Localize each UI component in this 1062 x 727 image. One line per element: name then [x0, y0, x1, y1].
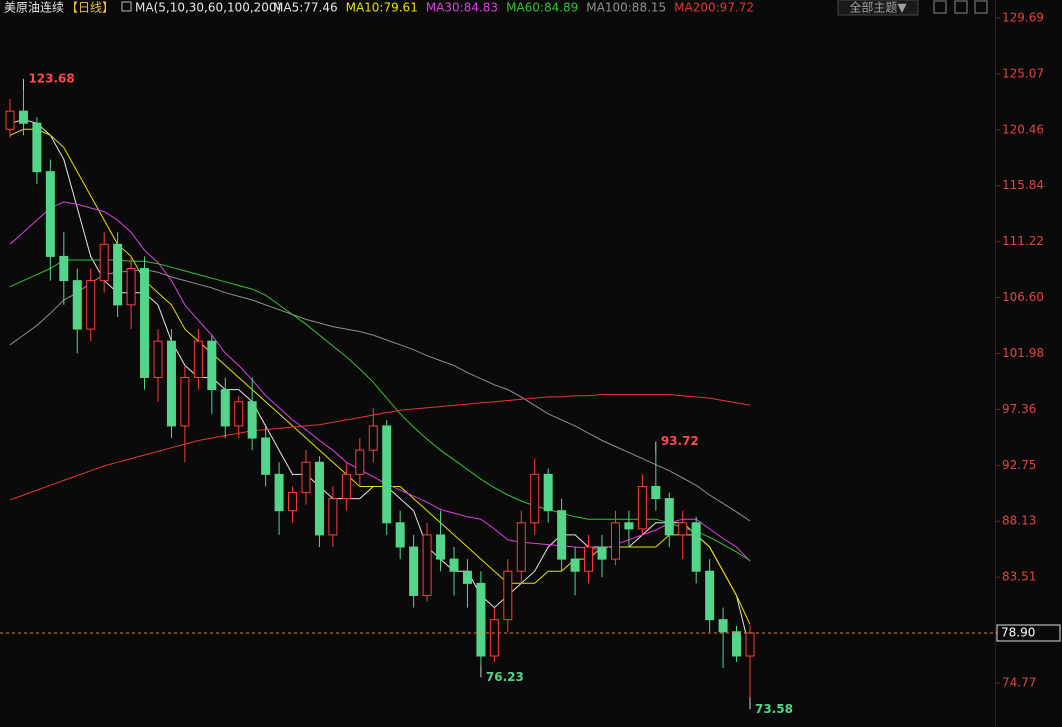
legend-entry: MA60:84.89	[506, 1, 578, 15]
candle-body	[355, 449, 365, 475]
candle-body	[732, 631, 742, 657]
legend-entry: MA5:77.46	[273, 1, 338, 15]
legend-entry: MA10:79.61	[346, 1, 418, 15]
candle-body	[193, 340, 203, 379]
candle-body	[261, 437, 271, 475]
legend-entry: MA100:88.15	[586, 1, 666, 15]
candle-body	[5, 110, 15, 130]
candle-body	[597, 546, 607, 560]
candle-body	[570, 558, 580, 572]
candle-body	[705, 570, 715, 621]
candle-body	[99, 243, 109, 282]
candle-body	[530, 473, 540, 524]
y-tick-label: 88.13	[1002, 514, 1036, 528]
candle-body	[126, 268, 136, 306]
candle-body	[113, 243, 123, 306]
y-tick-label: 83.51	[1002, 570, 1036, 584]
plot-area: 123.68 93.72 76.23 73.58	[5, 71, 793, 716]
candle-body	[624, 522, 634, 530]
candle-body	[476, 582, 486, 657]
candle-body	[503, 570, 513, 621]
legend-entry: MA30:84.83	[426, 1, 498, 15]
ma-line	[9, 259, 751, 561]
candle-body	[274, 473, 284, 512]
candle-body	[489, 619, 499, 657]
candle-body	[678, 522, 688, 536]
candle-body	[557, 510, 567, 560]
indicator-icon[interactable]	[121, 1, 132, 12]
candle-body	[664, 498, 674, 536]
y-tick-label: 129.69	[1002, 11, 1044, 25]
candle-body	[637, 485, 647, 530]
candle-body	[584, 546, 594, 572]
candle-body	[328, 498, 338, 536]
candle-body	[59, 255, 69, 282]
candle-body	[234, 401, 244, 427]
candle-body	[368, 425, 378, 451]
annotation-label: 123.68	[28, 71, 74, 85]
y-tick-label: 120.46	[1002, 122, 1044, 136]
candle-body	[32, 122, 42, 173]
y-tick-label: 97.36	[1002, 402, 1036, 416]
y-tick-label: 74.77	[1002, 676, 1036, 690]
toolbar-icon[interactable]	[954, 0, 968, 14]
candle-body	[341, 473, 351, 500]
candle-body	[543, 473, 553, 512]
y-tick-label: 125.07	[1002, 66, 1044, 80]
y-tick-label: 106.60	[1002, 290, 1044, 304]
candle-body	[395, 522, 405, 548]
ma-line	[9, 201, 751, 562]
candle-body	[72, 280, 82, 330]
candle-body	[45, 171, 55, 257]
candle-body	[140, 268, 150, 379]
toolbar-icon[interactable]	[933, 0, 947, 14]
candle-body	[462, 570, 472, 584]
indicator: MA(5,10,30,60,100,200)	[135, 1, 281, 15]
candle-body	[409, 546, 419, 596]
candle-body	[651, 485, 661, 500]
candle-body	[436, 534, 446, 560]
last-price-box	[996, 624, 1061, 642]
annotation-label: 76.23	[486, 670, 524, 684]
y-tick-label: 101.98	[1002, 346, 1044, 360]
legend: MA5:77.46 MA10:79.61 MA30:84.83 MA60:84.89 M…	[273, 1, 754, 15]
y-tick-label: 92.75	[1002, 458, 1036, 472]
candle-body	[745, 632, 755, 657]
candle-body	[288, 492, 298, 512]
candle-body	[382, 425, 392, 524]
candle-body	[220, 389, 230, 427]
chart-title: 美原油连续	[4, 0, 64, 15]
ma-line	[9, 394, 751, 501]
y-tick-label: 115.84	[1002, 178, 1044, 192]
annotation-label: 93.72	[661, 434, 699, 448]
y-tick-label: 111.22	[1002, 234, 1044, 248]
legend-entry: MA200:97.72	[674, 1, 754, 15]
annotation-label: 73.58	[755, 702, 793, 716]
candle-body	[180, 377, 190, 427]
candle-body	[691, 522, 701, 572]
candle-body	[449, 558, 459, 572]
candle-body	[610, 522, 620, 560]
candle-body	[314, 461, 324, 536]
period: 【日线】	[66, 1, 114, 15]
candle-body	[718, 619, 728, 633]
candle-body	[516, 522, 526, 572]
theme-button[interactable]: 全部主题▼	[849, 0, 907, 15]
candle-body	[422, 534, 432, 596]
candle-body	[153, 340, 163, 379]
ma-line	[9, 128, 751, 625]
candle-body	[18, 110, 28, 124]
candle-body	[301, 461, 311, 494]
candle-body	[207, 340, 217, 391]
theme-button-frame[interactable]	[837, 0, 919, 16]
candle-body	[247, 401, 257, 439]
toolbar-icon[interactable]	[974, 0, 988, 14]
last-price-label: 78.90	[1001, 625, 1035, 639]
candle-body	[86, 280, 96, 330]
candle-body	[166, 340, 176, 427]
